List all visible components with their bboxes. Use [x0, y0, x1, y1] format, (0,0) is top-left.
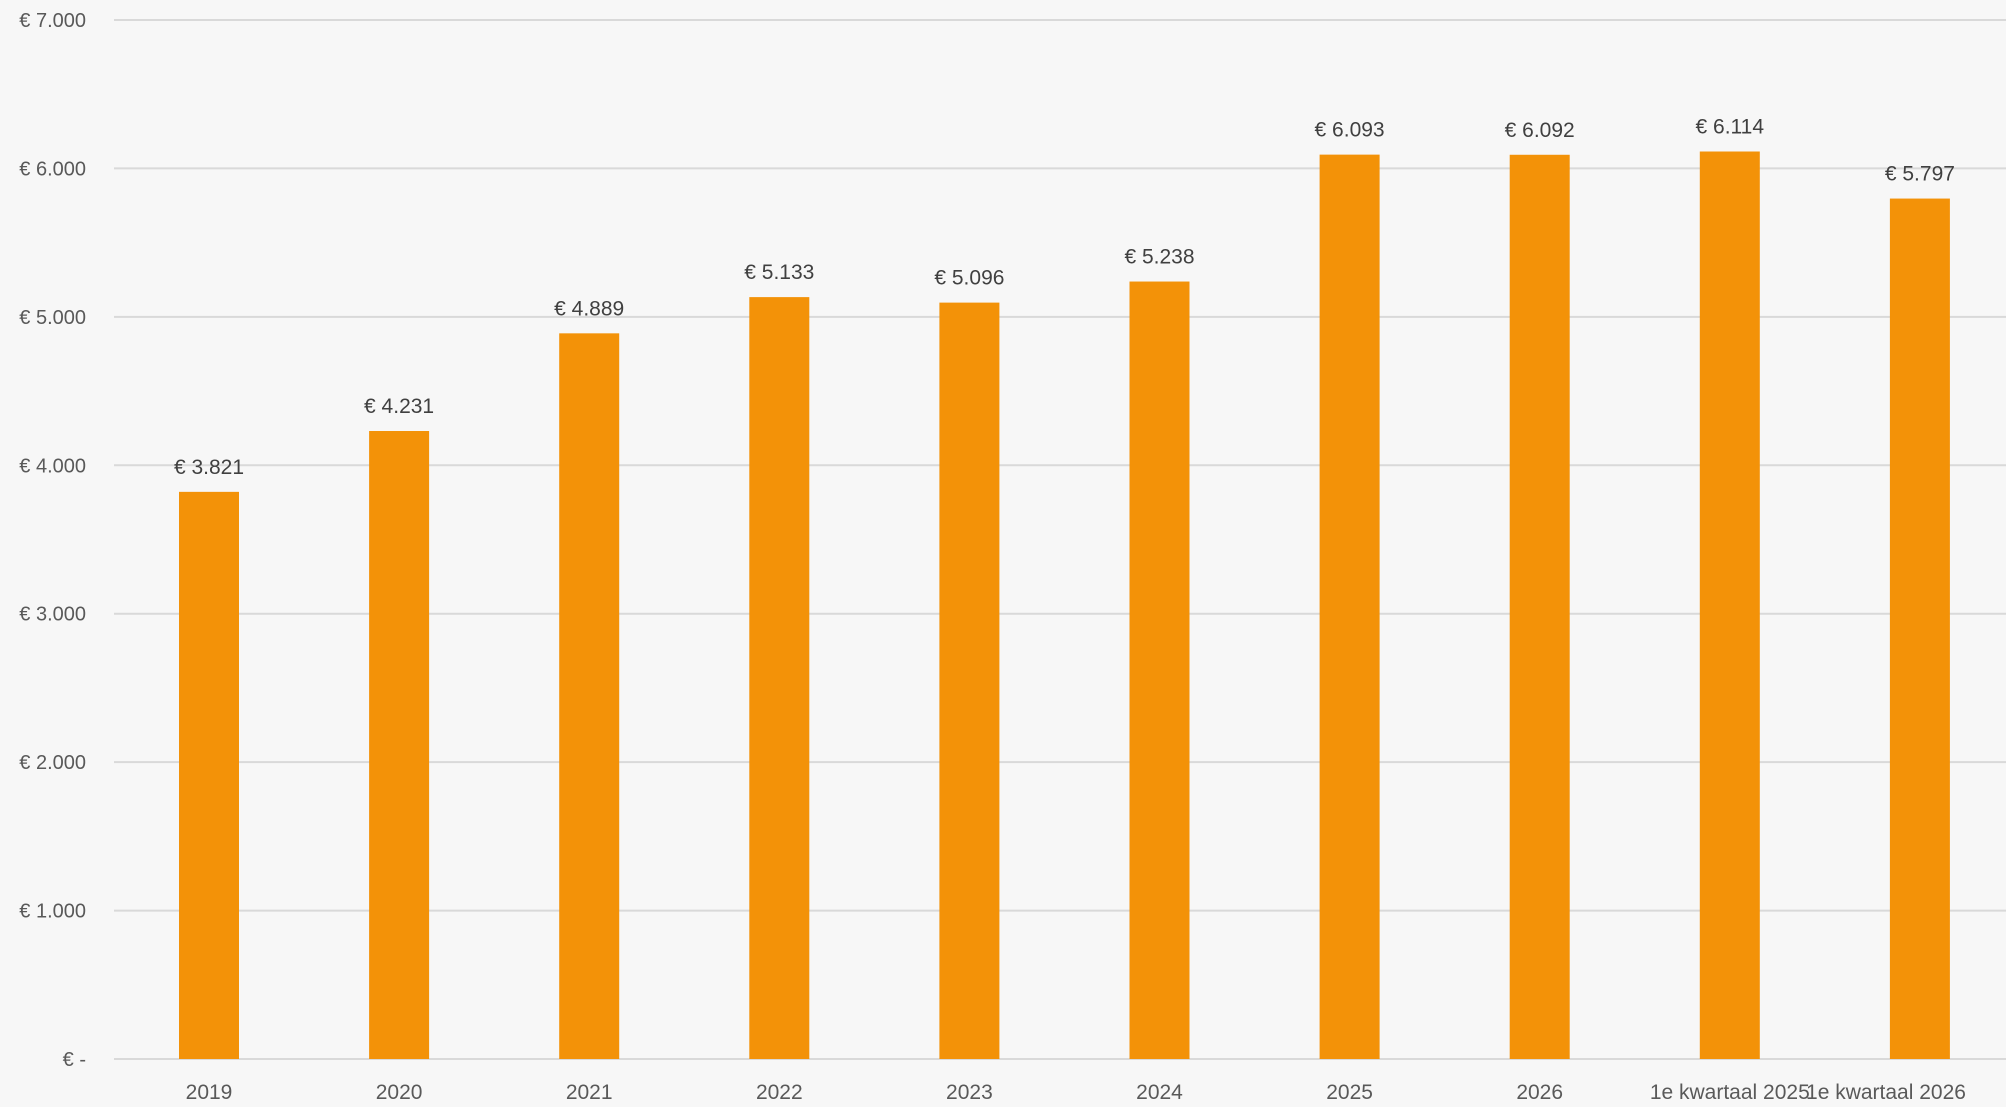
bar [179, 491, 239, 1059]
data-label: € 5.238 [1124, 246, 1194, 269]
data-label: € 4.889 [554, 297, 624, 320]
bar [1889, 198, 1950, 1059]
data-label: € 6.092 [1505, 119, 1575, 142]
data-label: € 6.114 [1696, 116, 1765, 139]
data-labels: € 3.821 € 4.231 € 4.889 € 5.133 € 5.096 € 5.2… [174, 116, 1955, 479]
x-axis-tick-labels: 2019 2020 2021 2022 2023 2024 2025 2026 1e kwart… [186, 1081, 1966, 1104]
x-tick-label: 2022 [756, 1081, 803, 1102]
y-tick-label: € - [63, 1049, 86, 1071]
bar [1319, 154, 1380, 1060]
x-tick-label: 2026 [1516, 1081, 1563, 1102]
y-tick-label: € 6.000 [19, 158, 86, 180]
data-label: € 6.093 [1315, 119, 1385, 142]
bar [1699, 151, 1760, 1060]
bar [369, 430, 430, 1059]
x-tick-label: 2024 [1136, 1081, 1183, 1102]
data-label: € 4.231 [364, 395, 434, 418]
data-label: € 3.821 [174, 456, 244, 479]
y-tick-label: € 5.000 [19, 307, 86, 329]
x-tick-label: 2020 [376, 1081, 423, 1102]
data-label: € 5.797 [1885, 163, 1955, 186]
y-axis-tick-labels: € - € 1.000 € 2.000 € 3.000 € 4.000 € 5.000 € … [19, 10, 86, 1071]
data-label: € 5.133 [744, 261, 814, 284]
bars [179, 151, 1950, 1060]
bar [939, 302, 1000, 1059]
bar [1129, 281, 1190, 1059]
x-tick-label: 1e kwartaal 2026 [1806, 1081, 1966, 1102]
bar [559, 333, 620, 1059]
x-tick-label: 2019 [186, 1081, 233, 1102]
y-tick-label: € 4.000 [19, 455, 86, 477]
bar [1509, 154, 1570, 1060]
y-tick-label: € 1.000 [19, 901, 86, 923]
x-tick-label: 2025 [1326, 1081, 1373, 1102]
x-tick-label: 2023 [946, 1081, 993, 1102]
y-tick-label: € 3.000 [19, 604, 86, 626]
x-tick-label: 2021 [566, 1081, 613, 1102]
y-tick-label: € 7.000 [19, 10, 86, 32]
x-tick-label: 1e kwartaal 2025 [1650, 1081, 1810, 1102]
gridlines [114, 19, 2006, 1060]
data-label: € 5.096 [934, 267, 1004, 290]
bar [749, 297, 810, 1059]
y-tick-label: € 2.000 [19, 752, 86, 774]
